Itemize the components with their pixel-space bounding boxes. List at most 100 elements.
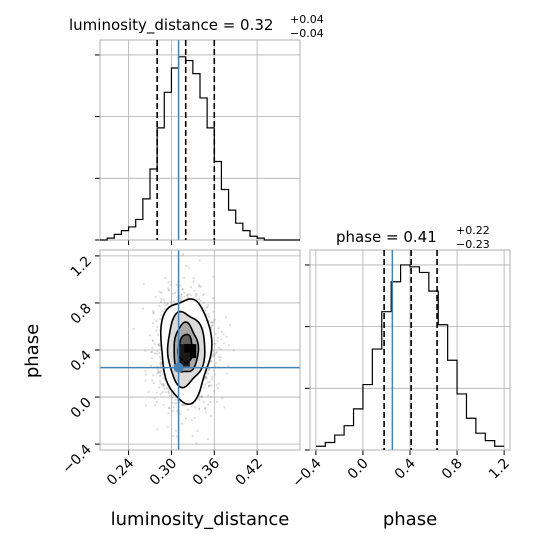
density-area <box>100 250 300 450</box>
scatter-point <box>158 290 161 293</box>
scatter-point <box>213 342 216 346</box>
scatter-point <box>194 292 197 295</box>
scatter-point <box>147 391 150 394</box>
scatter-point <box>214 342 217 345</box>
scatter-point <box>217 355 220 358</box>
scatter-point <box>144 373 148 376</box>
scatter-point <box>197 397 200 400</box>
scatter-point <box>167 390 170 394</box>
y-tick-label: 0.8 <box>68 300 95 327</box>
scatter-point <box>167 286 170 290</box>
scatter-point <box>228 323 232 327</box>
scatter-point <box>199 285 203 288</box>
scatter-point <box>151 379 154 382</box>
scatter-point <box>209 415 212 418</box>
scatter-point <box>187 293 191 296</box>
scatter-point <box>204 376 207 379</box>
scatter-point <box>216 340 219 343</box>
scatter-point <box>200 299 203 302</box>
scatter-point <box>179 298 182 302</box>
title-phase: phase = 0.41 +0.22 −0.23 <box>336 224 490 251</box>
scatter-point <box>186 408 190 411</box>
scatter-point <box>161 383 164 387</box>
title-plus: +0.04 <box>290 13 324 26</box>
scatter-point <box>152 310 155 313</box>
scatter-point <box>172 299 176 303</box>
scatter-point <box>189 286 192 289</box>
x-tick-label: 0.8 <box>439 456 466 483</box>
scatter-point <box>202 293 205 296</box>
scatter-point <box>212 369 215 372</box>
x-tick-label: 0.4 <box>392 455 419 482</box>
histogram-step-phase <box>315 264 505 447</box>
scatter-point <box>158 355 162 359</box>
scatter-point <box>187 266 191 269</box>
scatter-point <box>206 381 209 384</box>
scatter-point <box>159 300 163 304</box>
scatter-point <box>163 301 167 304</box>
scatter-point <box>222 333 225 336</box>
scatter-point <box>197 407 201 410</box>
scatter-point <box>151 339 155 342</box>
scatter-point <box>214 373 217 376</box>
x-tick-label: 0.0 <box>345 456 372 483</box>
scatter-point <box>215 351 218 354</box>
scatter-point <box>174 429 178 432</box>
scatter-point <box>194 406 197 410</box>
scatter-point <box>152 311 155 314</box>
scatter-point <box>203 407 207 411</box>
scatter-point <box>200 396 204 399</box>
scatter-point <box>192 280 195 283</box>
scatter-point <box>206 372 210 375</box>
scatter-point <box>216 387 220 390</box>
scatter-point <box>210 324 213 327</box>
scatter-point <box>151 346 154 349</box>
scatter-point <box>174 398 177 401</box>
scatter-point <box>161 310 164 313</box>
scatter-point <box>198 297 201 300</box>
scatter-point <box>183 276 186 280</box>
scatter-point <box>195 298 199 301</box>
scatter-point <box>223 406 226 409</box>
scatter-point <box>157 370 160 373</box>
scatter-point <box>204 411 208 414</box>
scatter-point <box>219 348 222 351</box>
scatter-point <box>196 293 199 296</box>
x-tick-label: 0.36 <box>190 455 223 488</box>
title-minus: −0.23 <box>456 238 490 251</box>
scatter-point <box>163 307 167 310</box>
scatter-point <box>222 342 225 345</box>
scatter-point <box>196 429 199 433</box>
scatter-point <box>166 426 169 429</box>
scatter-point <box>212 310 215 313</box>
scatter-point <box>157 386 161 389</box>
scatter-point <box>208 380 211 383</box>
scatter-point <box>159 379 162 382</box>
scatter-point <box>144 349 147 352</box>
scatter-point <box>181 422 184 425</box>
scatter-point <box>159 374 162 377</box>
scatter-point <box>173 291 177 295</box>
scatter-point <box>208 368 211 371</box>
scatter-point <box>156 428 159 431</box>
scatter-point <box>162 377 165 380</box>
scatter-point <box>175 435 178 438</box>
scatter-point <box>156 368 160 371</box>
scatter-point <box>153 397 156 400</box>
scatter-point <box>206 394 210 397</box>
scatter-point <box>156 372 159 375</box>
scatter-point <box>201 294 204 297</box>
scatter-point <box>132 327 135 331</box>
scatter-point <box>217 382 220 385</box>
scatter-point <box>199 396 203 399</box>
scatter-point <box>175 401 178 404</box>
scatter-point <box>166 302 169 306</box>
scatter-point <box>167 412 170 415</box>
x-axis-label-phase: phase <box>383 509 437 530</box>
x-tick-label: −0.4 <box>289 455 324 490</box>
scatter-point <box>159 363 162 366</box>
scatter-point <box>198 398 201 401</box>
scatter-point <box>171 396 174 400</box>
scatter-point <box>203 386 206 389</box>
scatter-point <box>180 297 183 300</box>
